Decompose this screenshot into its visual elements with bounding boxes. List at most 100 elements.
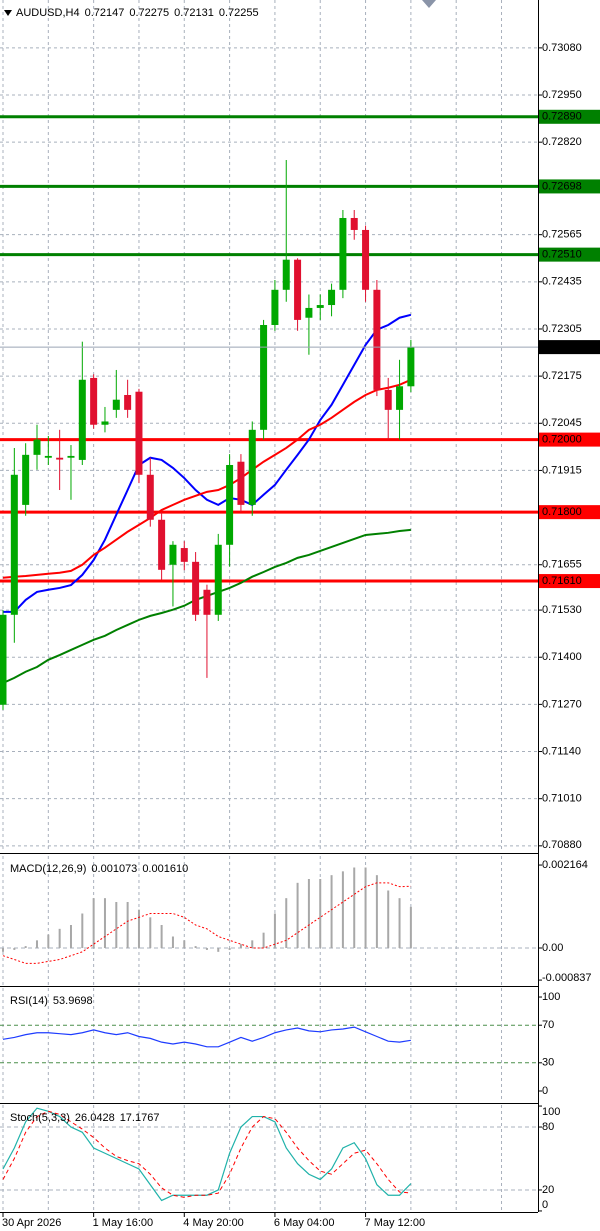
histogram-bar xyxy=(81,913,84,949)
level-label: 0.71800 xyxy=(542,506,582,518)
candle-body xyxy=(10,474,18,615)
level-label: 0.72890 xyxy=(542,111,582,123)
y-tick-label: 0 xyxy=(542,1199,548,1211)
histogram-bar xyxy=(239,944,242,949)
histogram-bar xyxy=(409,906,412,949)
ohlc-value: 0.72131 xyxy=(174,7,214,19)
histogram-bar xyxy=(103,898,106,949)
y-tick-label: 0.72435 xyxy=(542,276,582,288)
y-tick-label: 0.71140 xyxy=(542,745,581,757)
candle-body xyxy=(362,229,370,290)
candle-body xyxy=(22,454,30,505)
candle-body xyxy=(282,259,290,290)
y-tick-label: 0.72565 xyxy=(542,229,582,241)
histogram-bar xyxy=(296,882,299,949)
moving-average xyxy=(2,378,412,579)
indicator-value: 0.001610 xyxy=(142,863,188,875)
indicator-value: 0.001073 xyxy=(91,863,137,875)
candle-body xyxy=(294,259,302,320)
candle-body xyxy=(101,421,109,425)
histogram-bar xyxy=(58,928,61,949)
x-tick-label: 1 May 16:00 xyxy=(93,1217,154,1229)
indicator-value: 26.0428 xyxy=(75,1112,115,1124)
y-tick-label: 80 xyxy=(542,1121,554,1133)
candle-body xyxy=(146,474,154,520)
histogram-bar xyxy=(330,875,333,949)
shift-marker[interactable] xyxy=(422,0,436,8)
x-tick-label: 4 May 20:00 xyxy=(183,1217,244,1229)
candle-body xyxy=(226,464,234,545)
histogram-bar xyxy=(262,932,265,949)
candle-body xyxy=(124,394,132,410)
histogram-bar xyxy=(92,898,95,949)
histogram-bar xyxy=(375,875,378,949)
y-tick-label: 0.73080 xyxy=(542,42,582,54)
histogram-bar xyxy=(149,917,152,949)
candle-body xyxy=(67,455,75,458)
candle-body xyxy=(350,217,358,230)
histogram-bar xyxy=(183,940,186,949)
chart-header: AUDUSD,H4 0.72147 0.72275 0.72131 0.72255 xyxy=(16,7,259,19)
histogram-bar xyxy=(387,890,390,949)
candle-body xyxy=(90,377,98,425)
histogram-bar xyxy=(398,898,401,949)
candle-body xyxy=(384,389,392,410)
x-tick-label: 6 May 04:00 xyxy=(274,1217,335,1229)
candle-body xyxy=(56,457,64,460)
candle-body xyxy=(78,379,86,460)
level-label-box xyxy=(539,247,600,262)
candle-body xyxy=(112,399,120,410)
y-tick-label: 0.71270 xyxy=(542,698,582,710)
histogram-bar xyxy=(364,867,367,949)
y-tick-label: 0 xyxy=(542,1085,548,1097)
histogram-bar xyxy=(205,948,208,950)
histogram-bar xyxy=(228,948,231,950)
candle-body xyxy=(373,289,381,390)
y-tick-label: 0.71915 xyxy=(542,464,582,476)
histogram-bar xyxy=(307,879,310,949)
indicator-title: Stoch(5,3,3) xyxy=(10,1112,70,1124)
candle-body xyxy=(407,347,415,387)
histogram-bar xyxy=(171,936,174,949)
candle-body xyxy=(33,439,41,455)
histogram-bar xyxy=(273,913,276,949)
y-tick-label: 30 xyxy=(542,1057,554,1069)
histogram-bar xyxy=(319,879,322,949)
candle-body xyxy=(135,391,143,475)
indicator-line xyxy=(2,1107,412,1202)
moving-average xyxy=(3,313,412,613)
ohlc-value: 0.72275 xyxy=(129,7,169,19)
level-label-box xyxy=(539,574,600,589)
current-price-label: 0.72255 xyxy=(542,341,582,353)
y-tick-label: 0.71010 xyxy=(542,793,582,805)
candle-body xyxy=(339,217,347,290)
histogram-bar xyxy=(126,902,129,949)
y-tick-label: 0.00 xyxy=(542,942,563,954)
histogram-bar xyxy=(217,948,220,952)
y-tick-label: 0.72045 xyxy=(542,417,582,429)
candle-body xyxy=(248,429,256,505)
y-tick-label: 0.71655 xyxy=(542,559,582,571)
y-tick-label: 0.71530 xyxy=(542,604,582,616)
indicator-value: 53.9698 xyxy=(53,995,93,1007)
histogram-bar xyxy=(137,909,140,949)
histogram-bar xyxy=(341,871,344,949)
histogram-bar xyxy=(35,940,38,949)
level-label: 0.72510 xyxy=(542,249,582,261)
histogram-bar xyxy=(47,934,50,949)
histogram-bar xyxy=(69,925,72,949)
candle-body xyxy=(260,324,268,430)
level-label: 0.72698 xyxy=(542,180,582,192)
candle-body xyxy=(214,544,222,615)
level-label-box xyxy=(539,432,600,447)
candle-body xyxy=(328,289,336,306)
y-tick-label: 0.71400 xyxy=(542,651,582,663)
y-tick-label: 0.72820 xyxy=(542,136,582,148)
indicator-title: RSI(14) xyxy=(10,995,48,1007)
menu-arrow[interactable] xyxy=(4,10,12,16)
indicator-header: RSI(14) 53.9698 xyxy=(10,995,93,1007)
y-tick-label: -0.000837 xyxy=(542,972,592,984)
